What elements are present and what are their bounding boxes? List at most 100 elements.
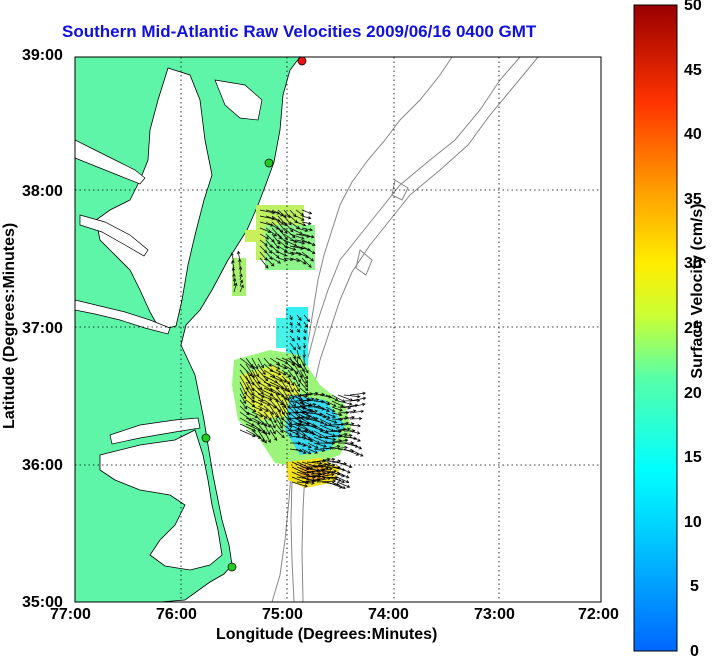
velocity-arrow xyxy=(277,215,288,227)
velocity-arrow xyxy=(289,328,294,334)
velocity-arrow xyxy=(257,405,269,412)
colorbar-tick-label: 25 xyxy=(684,320,702,337)
velocity-arrow xyxy=(289,321,293,327)
velocity-arrow xyxy=(289,356,295,367)
velocity-arrow xyxy=(277,209,287,218)
y-tick-label: 39:00 xyxy=(22,47,63,64)
velocity-arrow xyxy=(306,471,327,478)
colorbar-tick-label: 10 xyxy=(684,514,702,531)
velocity-arrow xyxy=(311,466,330,473)
velocity-arrow xyxy=(281,405,292,421)
x-tick-label: 75:00 xyxy=(262,606,303,623)
colorbar-tick-label: 15 xyxy=(684,449,702,466)
velocity-arrow xyxy=(299,375,309,388)
velocity-arrow xyxy=(301,448,312,455)
velocity-arrow xyxy=(299,381,309,392)
velocity-arrow xyxy=(289,394,304,401)
velocity-arrow xyxy=(275,405,284,421)
velocity-arrow xyxy=(301,409,319,414)
velocity-arrow xyxy=(301,442,312,449)
velocity-arrow xyxy=(325,406,336,413)
velocity-arrow xyxy=(349,402,366,408)
velocity-arrow xyxy=(343,448,360,456)
velocity-arrow xyxy=(289,406,307,410)
velocity-arrow xyxy=(263,417,271,428)
velocity-arrow xyxy=(331,476,346,484)
velocity-arrow xyxy=(296,321,301,327)
velocity-arrow xyxy=(303,314,311,323)
velocity-arrow xyxy=(326,459,342,463)
y-tick-label: 35:00 xyxy=(22,594,63,611)
velocity-arrow xyxy=(331,412,343,417)
velocity-arrow xyxy=(245,411,259,418)
velocity-arrow xyxy=(301,239,316,247)
velocity-arrow xyxy=(325,412,336,418)
velocity-arrow xyxy=(269,369,282,376)
velocity-arrow xyxy=(336,476,350,484)
velocity-arrow xyxy=(306,476,327,483)
velocity-arrow xyxy=(336,471,350,479)
velocity-arrow xyxy=(283,245,297,251)
velocity-arrow xyxy=(269,417,276,429)
velocity-arrow xyxy=(343,436,358,440)
velocity-arrow xyxy=(319,441,336,446)
velocity-arrow xyxy=(257,399,271,406)
colorbar xyxy=(633,4,678,652)
velocity-arrow xyxy=(293,381,300,393)
velocity-arrow xyxy=(313,448,326,453)
velocity-arrow xyxy=(336,481,351,488)
velocity-arrow xyxy=(251,417,265,425)
velocity-arrow xyxy=(296,314,302,321)
x-tick-label: 74:00 xyxy=(368,606,409,623)
velocity-arrow xyxy=(231,260,235,269)
velocity-arrow xyxy=(263,423,271,436)
velocity-arrow xyxy=(295,221,307,227)
velocity-arrow xyxy=(319,412,331,419)
velocity-arrow xyxy=(231,267,236,275)
velocity-arrow xyxy=(311,471,331,478)
y-tick-label: 38:00 xyxy=(22,183,63,200)
velocity-arrow xyxy=(311,476,332,483)
velocity-arrow xyxy=(281,429,293,436)
colorbar-tick-label: 50 xyxy=(684,0,702,14)
velocity-arrow xyxy=(295,403,312,408)
velocity-arrow xyxy=(343,394,361,399)
velocity-arrow xyxy=(289,349,296,359)
velocity-arrow xyxy=(245,405,257,413)
colorbar-label: Surface Velocity (cm/s) xyxy=(689,203,706,379)
velocity-arrow xyxy=(307,436,321,444)
velocity-arrow xyxy=(251,393,265,402)
velocity-arrow xyxy=(287,429,300,436)
velocity-arrow xyxy=(289,335,295,342)
velocity-arrow xyxy=(331,481,346,489)
velocity-arrow xyxy=(232,273,236,281)
x-tick-label: 76:00 xyxy=(156,606,197,623)
velocity-arrow xyxy=(289,209,297,218)
velocity-arrow xyxy=(301,221,312,226)
y-tick-label: 36:00 xyxy=(22,457,63,474)
velocity-arrow xyxy=(307,398,320,402)
velocity-arrow xyxy=(230,252,235,263)
velocity-arrow xyxy=(239,279,243,287)
velocity-arrow xyxy=(316,473,335,478)
grid-lines xyxy=(75,57,601,602)
velocity-arrow xyxy=(343,409,357,414)
velocity-arrow xyxy=(269,411,277,424)
velocity-arrow xyxy=(301,257,312,268)
velocity-arrow xyxy=(301,209,313,215)
velocity-arrow xyxy=(251,411,264,418)
colorbar-tick-label: 40 xyxy=(684,126,702,143)
velocity-arrow xyxy=(269,363,281,370)
velocity-arrow xyxy=(245,387,255,400)
velocity-arrow xyxy=(296,328,301,333)
velocity-arrow xyxy=(319,418,333,426)
velocity-arrow xyxy=(239,273,243,281)
velocity-arrow xyxy=(232,278,237,287)
velocity-arrow xyxy=(296,356,300,368)
velocity-arrow xyxy=(302,342,307,349)
colorbar-tick-label: 35 xyxy=(684,191,702,208)
velocity-arrow xyxy=(263,405,275,415)
map-title: Southern Mid-Atlantic Raw Velocities 200… xyxy=(62,22,537,41)
velocity-arrow xyxy=(271,215,285,225)
velocity-arrow xyxy=(269,423,276,435)
